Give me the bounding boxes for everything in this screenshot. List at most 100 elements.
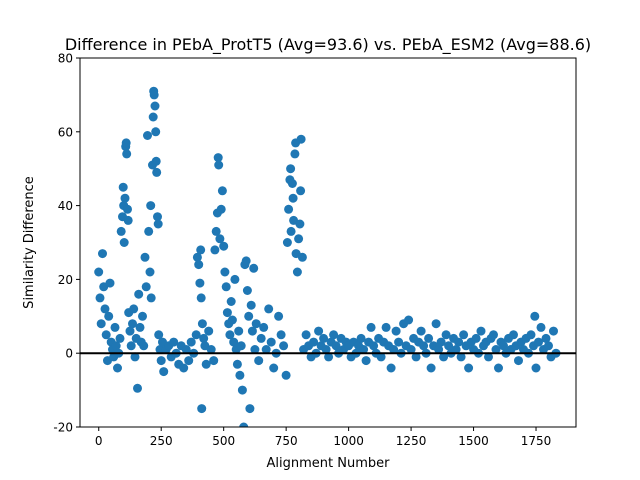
data-point	[235, 370, 245, 380]
data-point	[284, 204, 294, 214]
data-point	[394, 337, 404, 347]
y-axis-label: Similarity Difference	[22, 176, 37, 309]
data-point	[454, 337, 464, 347]
data-point	[121, 138, 131, 148]
data-point	[247, 326, 257, 336]
data-point	[464, 363, 474, 373]
data-point	[201, 359, 211, 369]
data-point	[194, 260, 204, 270]
data-point	[227, 315, 237, 325]
data-point	[217, 186, 227, 196]
y-axis: -20 0 20 40 60 80	[53, 52, 80, 435]
data-point	[100, 304, 110, 314]
data-point	[286, 164, 296, 174]
data-point	[141, 282, 151, 292]
data-point	[191, 330, 201, 340]
data-point	[391, 326, 401, 336]
data-point	[244, 311, 254, 321]
data-point	[259, 322, 269, 332]
data-point	[288, 193, 298, 203]
data-point	[219, 241, 229, 251]
data-point	[279, 341, 289, 351]
data-point	[225, 330, 235, 340]
data-point	[144, 226, 154, 236]
data-point	[530, 311, 540, 321]
data-point	[222, 308, 232, 318]
plot-frame	[79, 57, 577, 428]
data-point	[126, 341, 136, 351]
y-tick-label: 60	[58, 125, 73, 139]
x-axis-label: Alignment Number	[267, 456, 391, 471]
data-point	[133, 383, 142, 393]
data-point	[286, 226, 296, 236]
data-point	[195, 278, 205, 288]
data-point	[210, 245, 220, 255]
data-point	[366, 322, 376, 332]
data-point	[296, 186, 306, 196]
y-tick-label: 20	[58, 273, 73, 287]
data-point	[491, 345, 501, 354]
data-point	[199, 333, 209, 343]
data-point	[230, 274, 240, 284]
data-point	[186, 337, 196, 347]
data-point	[274, 311, 284, 321]
data-point	[94, 267, 104, 277]
data-point	[456, 352, 466, 362]
data-point	[95, 293, 105, 303]
data-point	[441, 330, 451, 340]
data-point	[101, 330, 111, 340]
data-point	[128, 319, 137, 329]
data-point	[484, 352, 493, 362]
data-point	[98, 249, 107, 259]
data-point	[152, 167, 162, 177]
data-point	[436, 337, 446, 347]
data-point	[111, 341, 121, 351]
data-point	[209, 356, 219, 366]
data-point	[220, 267, 230, 277]
y-tick-label: 40	[58, 199, 73, 213]
data-point	[531, 363, 541, 373]
data-point	[264, 304, 274, 314]
data-point	[234, 326, 244, 336]
data-point	[509, 330, 518, 340]
data-point	[184, 356, 194, 366]
data-point	[514, 356, 523, 366]
data-point	[297, 252, 307, 262]
chart-title: Difference in PEbA_ProtT5 (Avg=93.6) vs.…	[65, 35, 591, 55]
data-point	[250, 345, 260, 354]
data-point	[156, 356, 166, 366]
data-point	[329, 330, 339, 340]
data-point	[276, 330, 286, 340]
data-point	[314, 326, 324, 336]
data-point	[389, 345, 399, 354]
data-point	[476, 326, 486, 336]
data-point	[356, 333, 366, 343]
data-point	[295, 219, 305, 229]
data-point	[381, 322, 391, 332]
data-point	[118, 182, 128, 192]
data-point	[301, 330, 311, 340]
data-point	[290, 149, 300, 159]
data-point	[419, 341, 429, 351]
data-point	[120, 193, 130, 203]
x-tick-label: 1750	[521, 434, 552, 448]
data-point	[444, 341, 454, 351]
data-point	[226, 297, 236, 306]
data-point	[213, 153, 223, 163]
y-tick-label: -20	[53, 421, 73, 435]
data-point	[148, 112, 158, 122]
data-point	[426, 363, 436, 373]
data-point	[125, 326, 135, 336]
data-point	[281, 370, 291, 380]
data-point	[154, 330, 164, 340]
data-point	[544, 341, 553, 351]
data-point	[204, 326, 214, 336]
data-point	[319, 333, 329, 343]
x-tick-label: 1500	[458, 434, 489, 448]
data-point	[134, 289, 144, 299]
data-point	[376, 352, 386, 362]
data-point	[526, 330, 536, 340]
data-point	[416, 326, 426, 336]
data-point	[236, 341, 246, 351]
